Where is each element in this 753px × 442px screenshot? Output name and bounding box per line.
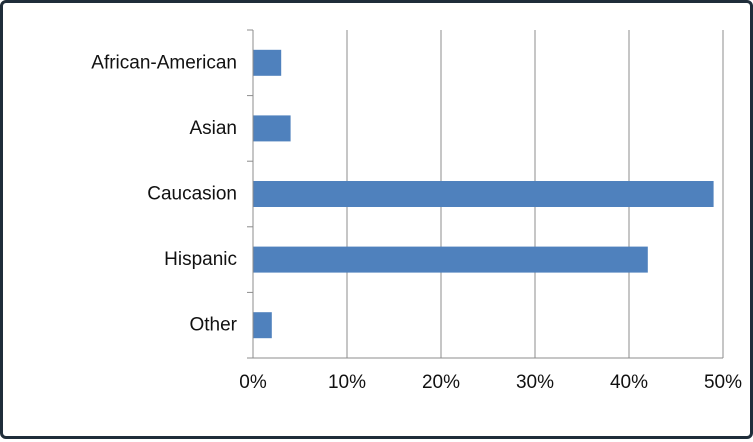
x-tick-label: 10% xyxy=(328,372,366,393)
category-label: Caucasion xyxy=(147,184,237,205)
labels: African-American Asian Caucasion Hispanic Ot… xyxy=(91,52,742,393)
x-tick-label: 30% xyxy=(516,372,554,393)
x-tick-label: 0% xyxy=(239,372,267,393)
category-label: African-American xyxy=(91,52,237,73)
axes xyxy=(247,29,723,359)
bar-caucasion xyxy=(253,181,714,207)
category-label: Hispanic xyxy=(164,249,237,270)
x-tick-label: 50% xyxy=(704,372,742,393)
bar-asian xyxy=(253,115,291,142)
bar-chart: African-American Asian Caucasion Hispanic Ot… xyxy=(91,29,742,393)
x-tick-label: 40% xyxy=(610,372,648,393)
bars xyxy=(253,49,714,339)
category-label: Other xyxy=(189,315,237,336)
bar-hispanic xyxy=(253,246,648,273)
x-tick-label: 20% xyxy=(422,372,460,393)
category-label: Asian xyxy=(189,118,237,139)
bar-african-american xyxy=(253,49,282,76)
bar-other xyxy=(253,312,272,339)
